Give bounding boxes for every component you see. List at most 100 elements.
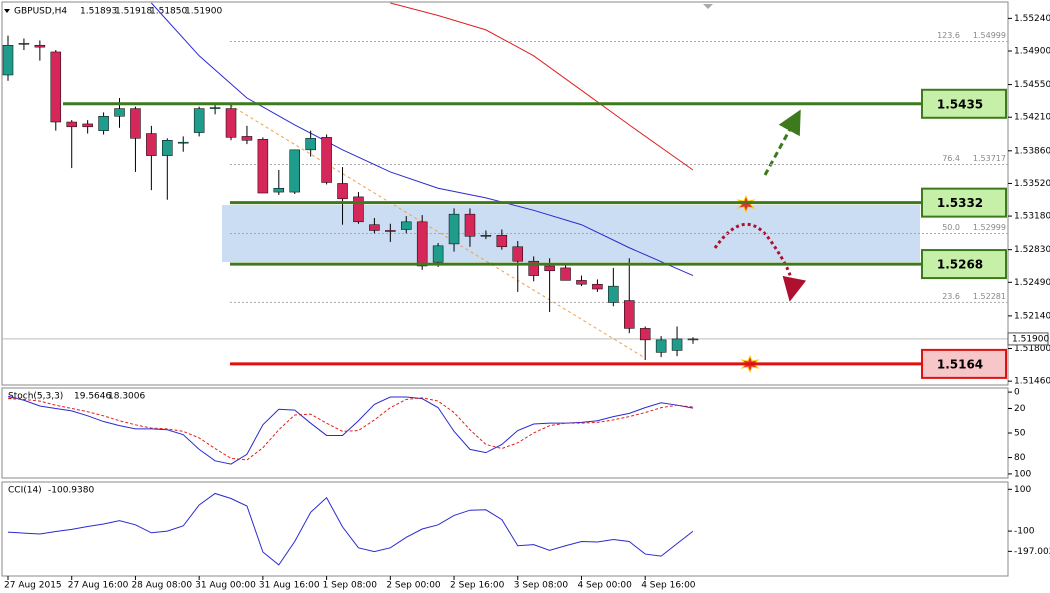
tick-label: -100 bbox=[1014, 527, 1035, 537]
candle-body bbox=[2, 44, 14, 76]
candle-body bbox=[50, 51, 62, 123]
fib-price: 1.53717 bbox=[973, 154, 1006, 163]
cci-title: CCI(14) bbox=[8, 486, 42, 496]
candle-body bbox=[146, 133, 157, 156]
stoch-line bbox=[7, 397, 694, 461]
fib-level: 76.4 bbox=[942, 154, 960, 163]
candle-body bbox=[98, 116, 109, 131]
candle-body bbox=[655, 339, 667, 353]
stoch-panel bbox=[1, 387, 1009, 479]
moving-average bbox=[150, 2, 694, 277]
fib-level: 123.6 bbox=[937, 31, 960, 40]
candle-body bbox=[321, 137, 332, 183]
header-marker bbox=[4, 9, 10, 13]
fib-price: 1.52999 bbox=[973, 223, 1006, 232]
tick-label: 50 bbox=[1014, 429, 1026, 439]
candle-body bbox=[18, 43, 30, 45]
level-label: 1.5164 bbox=[937, 357, 983, 371]
level-box bbox=[921, 249, 1007, 280]
fib-level: 50.0 bbox=[942, 223, 960, 232]
ohlc-close: 1.51900 bbox=[185, 7, 222, 17]
tick-label: 100 bbox=[1014, 469, 1031, 479]
ohlc-open: 1.51893 bbox=[80, 7, 117, 17]
candle-body bbox=[608, 285, 619, 303]
tick-label: 1.54210 bbox=[1014, 113, 1050, 123]
current-price-box bbox=[1007, 332, 1049, 346]
candle-body bbox=[337, 183, 348, 200]
time-label: 1 Sep 08:00 bbox=[323, 581, 378, 591]
candle-body bbox=[687, 338, 699, 341]
tick-label: 1.52140 bbox=[1014, 311, 1050, 321]
candle-body bbox=[193, 108, 205, 133]
level-label: 1.5435 bbox=[937, 97, 983, 111]
candle-body bbox=[512, 246, 524, 262]
tick-label: 1.54900 bbox=[1014, 46, 1050, 56]
candle-body bbox=[671, 338, 683, 351]
time-label: 31 Aug 00:00 bbox=[195, 581, 256, 591]
candle-body bbox=[592, 283, 603, 290]
stoch-signal: 18.3006 bbox=[108, 392, 145, 402]
tick-label: 1.51460 bbox=[1014, 377, 1050, 387]
candle-body bbox=[162, 140, 173, 156]
candle-body bbox=[624, 300, 635, 329]
candle-body bbox=[225, 108, 237, 138]
tick-label: 20 bbox=[1014, 404, 1026, 414]
level-label: 1.5268 bbox=[937, 258, 983, 272]
candle-body bbox=[209, 107, 221, 109]
candle-body bbox=[576, 280, 587, 285]
candle-body bbox=[66, 121, 77, 128]
candle-body bbox=[82, 123, 93, 128]
candle-body bbox=[496, 235, 508, 248]
candle-body bbox=[464, 213, 476, 237]
candle-body bbox=[369, 224, 380, 231]
candle-body bbox=[560, 267, 571, 281]
candle-body bbox=[273, 187, 285, 193]
tick-label: 1.53520 bbox=[1014, 179, 1050, 189]
time-label: 4 Sep 16:00 bbox=[641, 581, 696, 591]
tick-label: 1.51800 bbox=[1014, 344, 1050, 354]
time-label: 31 Aug 16:00 bbox=[259, 581, 320, 591]
candle-body bbox=[305, 138, 316, 151]
time-label: 27 Aug 2015 bbox=[4, 581, 62, 591]
candle-body bbox=[401, 221, 412, 230]
time-label: 2 Sep 16:00 bbox=[450, 581, 505, 591]
time-label: 2 Sep 00:00 bbox=[386, 581, 441, 591]
level-box bbox=[921, 88, 1007, 119]
ohlc-high: 1.51918 bbox=[115, 7, 152, 17]
candle-body bbox=[241, 136, 253, 141]
candle-body bbox=[177, 141, 189, 144]
tick-label: 1.52490 bbox=[1014, 278, 1050, 288]
fib-price: 1.52281 bbox=[973, 292, 1006, 301]
cci-line bbox=[7, 492, 694, 566]
ohlc-low: 1.51850 bbox=[150, 7, 187, 17]
candle-body bbox=[385, 230, 396, 232]
candle-body bbox=[639, 328, 651, 341]
candle-body bbox=[416, 221, 428, 267]
fib-level: 23.6 bbox=[942, 292, 960, 301]
tick-label: 1.55240 bbox=[1014, 14, 1050, 24]
candle-body bbox=[448, 213, 460, 245]
level-box bbox=[921, 348, 1007, 379]
candle-body bbox=[353, 196, 364, 223]
tick-label: 0 bbox=[1014, 388, 1020, 398]
stoch-title: Stoch(5,3,3) bbox=[8, 392, 63, 402]
time-label: 3 Sep 08:00 bbox=[514, 581, 569, 591]
up-arrow bbox=[763, 109, 801, 176]
level-label: 1.5332 bbox=[937, 196, 983, 210]
candle-body bbox=[114, 108, 125, 117]
candle-body bbox=[34, 44, 46, 48]
candle-body bbox=[544, 265, 555, 272]
time-label: 28 Aug 08:00 bbox=[131, 581, 192, 591]
candle-body bbox=[432, 245, 444, 263]
scroll-marker bbox=[703, 4, 713, 9]
current-price: 1.51900 bbox=[1012, 334, 1049, 344]
tick-label: 1.53180 bbox=[1014, 212, 1050, 222]
cci-panel bbox=[1, 481, 1009, 577]
candle-body bbox=[130, 108, 141, 139]
tick-label: -197.0023 bbox=[1014, 547, 1050, 557]
tick-label: 100 bbox=[1014, 485, 1031, 495]
cci-last: -100.9380 bbox=[48, 486, 94, 496]
moving-average bbox=[390, 2, 694, 171]
candle-body bbox=[528, 260, 539, 276]
stoch-main: 19.5646 bbox=[74, 392, 111, 402]
